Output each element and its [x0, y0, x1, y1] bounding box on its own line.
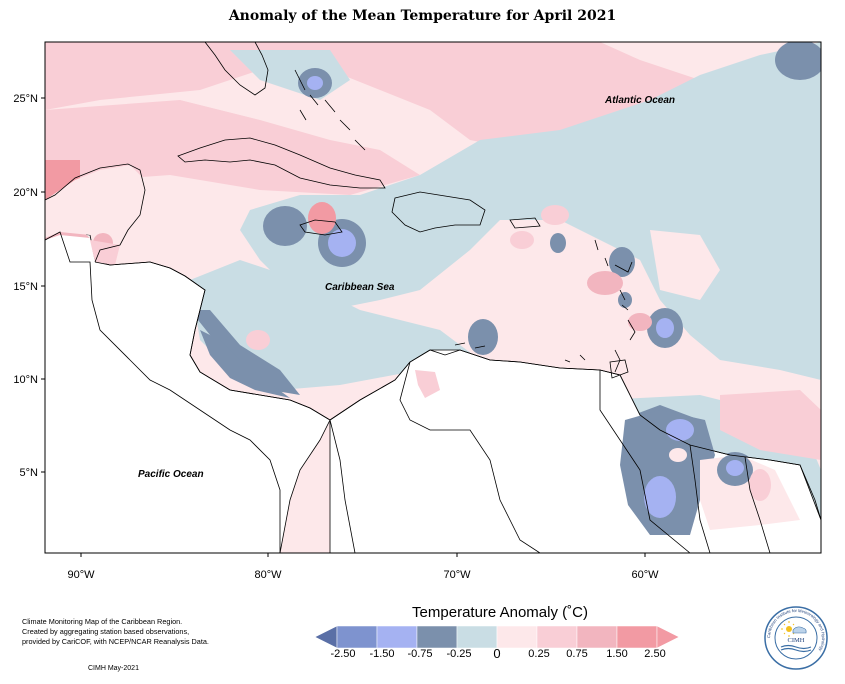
cimh-logo: CIMH Caribbean Institute for Meteorology…	[764, 606, 828, 670]
lon-tick-80: 80°W	[254, 569, 282, 581]
anomaly-land-overlay	[45, 165, 800, 535]
coast-yucatan	[45, 163, 146, 263]
border-central-america	[45, 231, 281, 553]
legend-label: -0.25	[446, 648, 472, 660]
anomaly-panama-cool	[190, 310, 300, 395]
anomaly-east-neutral	[650, 230, 720, 300]
credits-text: Climate Monitoring Map of the Caribbean …	[22, 617, 209, 646]
legend-swatch-min	[314, 625, 338, 649]
label-caribbean-sea: Caribbean Sea	[325, 282, 395, 293]
lon-tick-90: 90°W	[67, 569, 95, 581]
coast-hispaniola	[391, 191, 486, 233]
anomaly-atlantic-cool	[240, 42, 821, 380]
coast-puerto-rico	[509, 217, 541, 229]
wave-icon	[780, 644, 812, 650]
coast-cuba	[177, 137, 386, 189]
coast-bahamas	[294, 69, 366, 151]
legend-label: -2.50	[330, 648, 356, 660]
coastlines	[45, 42, 821, 553]
anomaly-east-warm	[720, 390, 821, 460]
border-panama-colombia	[329, 419, 356, 553]
anomaly-jamaica-core	[328, 229, 356, 257]
map-title: Anomaly of the Mean Temperature for Apri…	[228, 8, 617, 24]
border-guyana-suriname	[689, 444, 711, 553]
lon-tick-70: 70°W	[443, 569, 471, 581]
legend-label: 0	[493, 646, 501, 661]
map-frame	[44, 41, 822, 554]
border-colombia-venezuela	[399, 361, 541, 553]
axis-ticks	[41, 97, 646, 557]
legend-label: 0.25	[528, 648, 550, 660]
lat-tick-15: 15°N	[13, 281, 38, 293]
anomaly-venezuela-coast	[468, 319, 498, 355]
legend-title: Temperature Anomaly (˚C)	[412, 604, 588, 621]
border-venezuela-guyana	[599, 370, 691, 553]
credits-date: CIMH May-2021	[88, 665, 139, 672]
lon-tick-60: 60°W	[631, 569, 659, 581]
anomaly-cuba-warm	[45, 100, 420, 195]
border-suriname-guiana	[744, 456, 771, 553]
cloud-icon	[792, 626, 807, 634]
coast-florida	[204, 42, 269, 96]
anomaly-ne-corner	[775, 42, 821, 80]
lat-tick-20: 20°N	[13, 187, 38, 199]
lat-tick-5: 5°N	[20, 467, 39, 479]
legend-label: -0.75	[407, 648, 433, 660]
coast-jamaica	[299, 219, 343, 236]
legend-label: 0.75	[566, 648, 588, 660]
logo-name: CIMH	[788, 637, 805, 644]
legend-colorbar	[314, 625, 680, 649]
legend-label: 1.50	[606, 648, 628, 660]
anomaly-caribbean-cool	[190, 260, 480, 390]
anomaly-jamaica-west	[263, 206, 307, 246]
lat-tick-10: 10°N	[13, 374, 38, 386]
label-atlantic-ocean: Atlantic Ocean	[604, 95, 675, 106]
coast-lesser-antilles	[564, 239, 636, 373]
coast-abc-islands	[454, 342, 486, 349]
lat-tick-25: 25°N	[13, 93, 38, 105]
sun-icon	[786, 626, 792, 632]
legend-label: 2.50	[644, 648, 666, 660]
legend-swatch-max	[656, 625, 680, 649]
label-pacific-ocean: Pacific Ocean	[138, 469, 204, 480]
coast-trinidad	[609, 359, 629, 379]
legend-label: -1.50	[369, 648, 395, 660]
